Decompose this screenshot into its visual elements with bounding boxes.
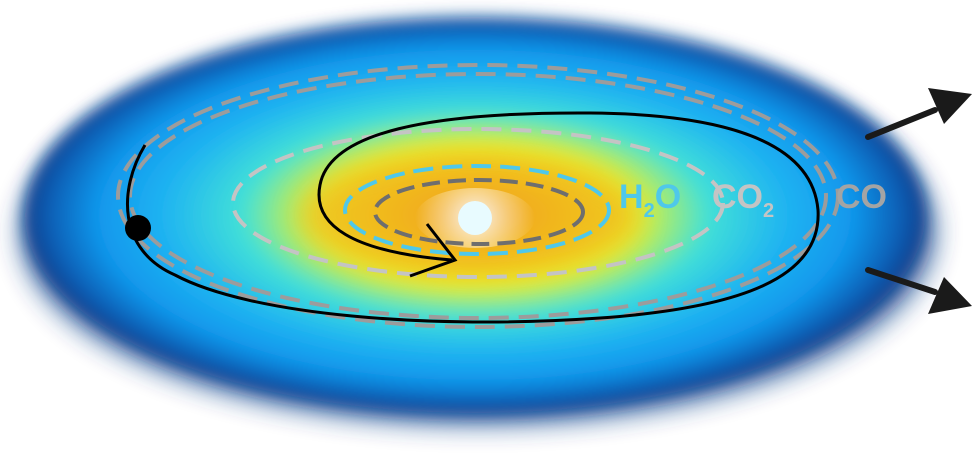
migration-path [126, 111, 820, 324]
path-arrowhead [409, 223, 458, 278]
arrow-up-icon [928, 88, 972, 124]
arrow-down-line [865, 267, 938, 295]
arrow-down-icon [928, 277, 972, 314]
inner-snowline [373, 178, 585, 246]
h2o-label: H2O [619, 178, 681, 222]
outflow-arrows [865, 88, 972, 314]
co-snowline-outer [116, 63, 840, 329]
co2-label: CO2 [712, 178, 774, 222]
star-icon [458, 201, 492, 235]
snowlines [116, 63, 840, 329]
h2o-snowline [343, 164, 611, 256]
arrow-up-line [865, 107, 938, 140]
planet-icon [125, 215, 151, 241]
co2-snowline [231, 127, 725, 279]
co-label: CO [836, 178, 887, 216]
co-snowline [128, 72, 828, 320]
